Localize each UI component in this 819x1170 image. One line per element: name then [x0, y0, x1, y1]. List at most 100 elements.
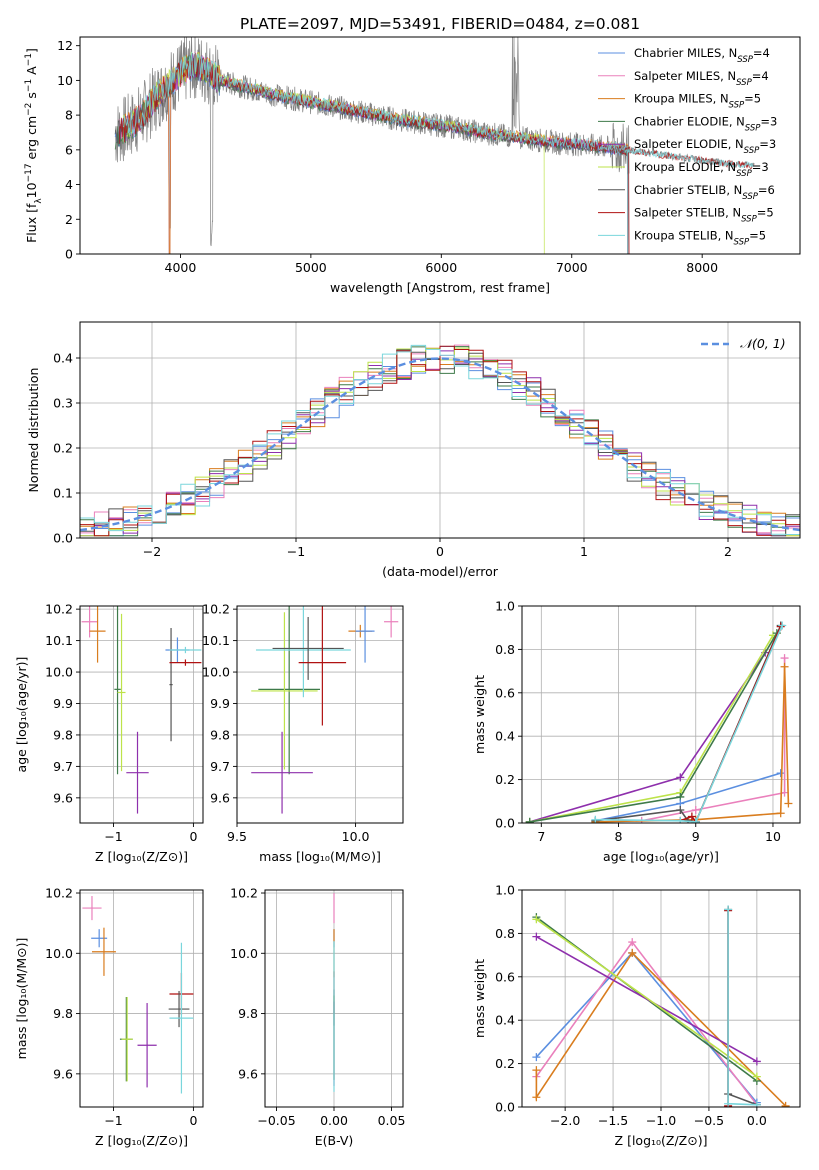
legend-label-text: Salpeter MILES, N [634, 69, 736, 83]
weight-marker-salpeter_miles [628, 938, 637, 947]
y-tick-label: 9.8 [210, 727, 230, 742]
legend-label-salpeter_stelib: Salpeter STELIB, NSSP=5 [634, 206, 774, 225]
legend-label-sub: SSP [734, 237, 750, 247]
x-tick-label: 7 [537, 829, 545, 844]
weight-marker-salpeter_elodie [752, 1057, 761, 1066]
x-axis-label: (data-model)/error [382, 564, 499, 579]
y-tick-label: 0.8 [495, 642, 515, 657]
legend-label-sub: SSP [736, 78, 752, 88]
y-tick-label: 10.2 [45, 886, 73, 901]
legend-label-text: Kroupa STELIB, N [634, 228, 734, 242]
weight-line-chabrier_miles [535, 951, 758, 1104]
plot-area [114, 37, 755, 254]
model-kroupa_stelib [122, 51, 629, 254]
model-kroupa_miles [122, 51, 629, 254]
legend-label-salpeter_elodie: Salpeter ELODIE, NSSP=3 [634, 137, 776, 156]
legend-label-kroupa_elodie: Kroupa ELODIE, NSSP=3 [634, 160, 769, 179]
weight-marker-kroupa_miles [780, 662, 789, 671]
legend-label-chabrier_elodie: Chabrier ELODIE, NSSP=3 [634, 114, 777, 133]
y-tick-label: 0.6 [495, 969, 515, 984]
x-axis-label: age [log₁₀(age/yr)] [603, 849, 719, 864]
weight-marker-kroupa_stelib [752, 1100, 761, 1107]
y-axis-label-part: s [24, 92, 39, 103]
x-tick-label: 1 [580, 544, 588, 559]
legend-label-sub: SSP [737, 55, 753, 65]
weight-line-kroupa_stelib [595, 625, 783, 823]
y-tick-label: 9.7 [53, 759, 73, 774]
y-tick-label: 9.7 [210, 759, 230, 774]
panel-residuals: −2 −1 0 1 2 0.0 0.1 0.2 0.3 0.4 (data-model)/error… [26, 321, 801, 579]
model-extension-kroupa_stelib [610, 145, 755, 169]
y-axis-label: mass weight [472, 959, 487, 1038]
y-tick-label: 8 [65, 108, 73, 123]
x-tick-label: 9 [692, 829, 700, 844]
weight-line-salpeter_elodie [536, 936, 758, 1063]
plot-area [251, 606, 399, 814]
y-tick-label: 0.2 [495, 1056, 515, 1071]
y-axis-label-part: Flux [f [24, 203, 39, 243]
legend-label-sub: SSP [736, 169, 752, 179]
y-tick-label: 9.9 [53, 696, 73, 711]
y-axis-label: Flux [fλ10−17 erg cm−2 s−1 A−1] [24, 48, 44, 243]
y-tick-label: 0.6 [495, 685, 515, 700]
y-tick-label: 9.6 [53, 790, 73, 805]
legend-label-sub: SSP [741, 215, 757, 225]
x-tick-label: −1 [104, 829, 122, 844]
legend-label-count: =6 [758, 183, 775, 197]
weight-marker-kroupa_stelib [778, 621, 787, 630]
weight-marker-salpeter_miles [780, 654, 789, 663]
weight-marker-kroupa_stelib [676, 816, 685, 823]
y-tick-label: 10 [57, 73, 73, 88]
x-tick-label: −1 [104, 1113, 122, 1128]
y-axis-label-part: −1 [24, 53, 34, 66]
x-tick-label: −0.5 [694, 1113, 724, 1128]
y-tick-label: 0.4 [495, 1013, 515, 1028]
weight-marker-chabrier_miles [776, 769, 785, 778]
x-axis-label: E(B-V) [315, 1133, 354, 1148]
weight-marker-kroupa_stelib [591, 815, 600, 823]
x-tick-label: 0.0 [747, 1113, 767, 1128]
y-axis-label: mass weight [472, 675, 487, 754]
y-tick-label: 12 [57, 38, 73, 53]
x-tick-label: 9.5 [227, 829, 247, 844]
x-tick-label: 0 [436, 544, 444, 559]
x-axis-label: Z [log₁₀(Z/Z⊙)] [95, 1133, 188, 1148]
weight-marker-chabrier_elodie [525, 817, 534, 823]
weight-marker-kroupa_elodie [752, 1072, 761, 1081]
y-tick-label: 9.9 [210, 696, 230, 711]
y-axis-label-part: −17 [24, 163, 34, 182]
weight-marker-chabrier_stelib [676, 805, 685, 814]
weight-marker-chabrier_miles [532, 1053, 541, 1062]
y-axis-label: Normed distribution [26, 368, 41, 493]
y-tick-label: 10.0 [230, 946, 258, 961]
y-tick-label: 9.6 [210, 790, 230, 805]
panel-spectrum: 4000 5000 6000 7000 8000 0 2 4 6 8 10 12 wavelength … [24, 36, 801, 295]
y-tick-label: 0 [65, 247, 73, 262]
figure-title: PLATE=2097, MJD=53491, FIBERID=0484, z=0… [240, 15, 640, 33]
weight-line-kroupa_elodie [535, 918, 758, 1078]
y-tick-label: 0.8 [495, 926, 515, 941]
weight-line-chabrier_elodie [529, 632, 778, 823]
x-tick-label: 6000 [425, 260, 457, 275]
y-tick-label: 2 [65, 212, 73, 227]
x-tick-label: 5000 [295, 260, 327, 275]
x-tick-label: 4000 [165, 260, 197, 275]
legend-label-count: =3 [759, 137, 776, 151]
y-tick-label: 9.8 [53, 727, 73, 742]
x-tick-label: −1.0 [646, 1113, 676, 1128]
weight-marker-salpeter_stelib [687, 812, 696, 821]
legend-label-count: =5 [749, 228, 766, 242]
x-tick-label: −2.0 [550, 1113, 580, 1128]
x-tick-label: 0 [189, 1113, 197, 1128]
weight-line-kroupa_stelib [727, 909, 757, 1106]
legend-label-count: =3 [760, 114, 777, 128]
x-tick-label: 8 [615, 829, 623, 844]
weight-marker-salpeter_elodie [676, 773, 685, 782]
legend-label-text: Salpeter STELIB, N [634, 206, 741, 220]
y-axis-label-part: erg cm [24, 116, 39, 164]
x-tick-label: 7000 [556, 260, 588, 275]
panel-weight_vs_age: 7 8 9 10 0.0 0.2 0.4 0.6 0.8 1.0 age [log₁₀(age/yr… [472, 599, 801, 864]
x-tick-label: −0.05 [257, 1113, 295, 1128]
x-tick-label: 8000 [686, 260, 718, 275]
